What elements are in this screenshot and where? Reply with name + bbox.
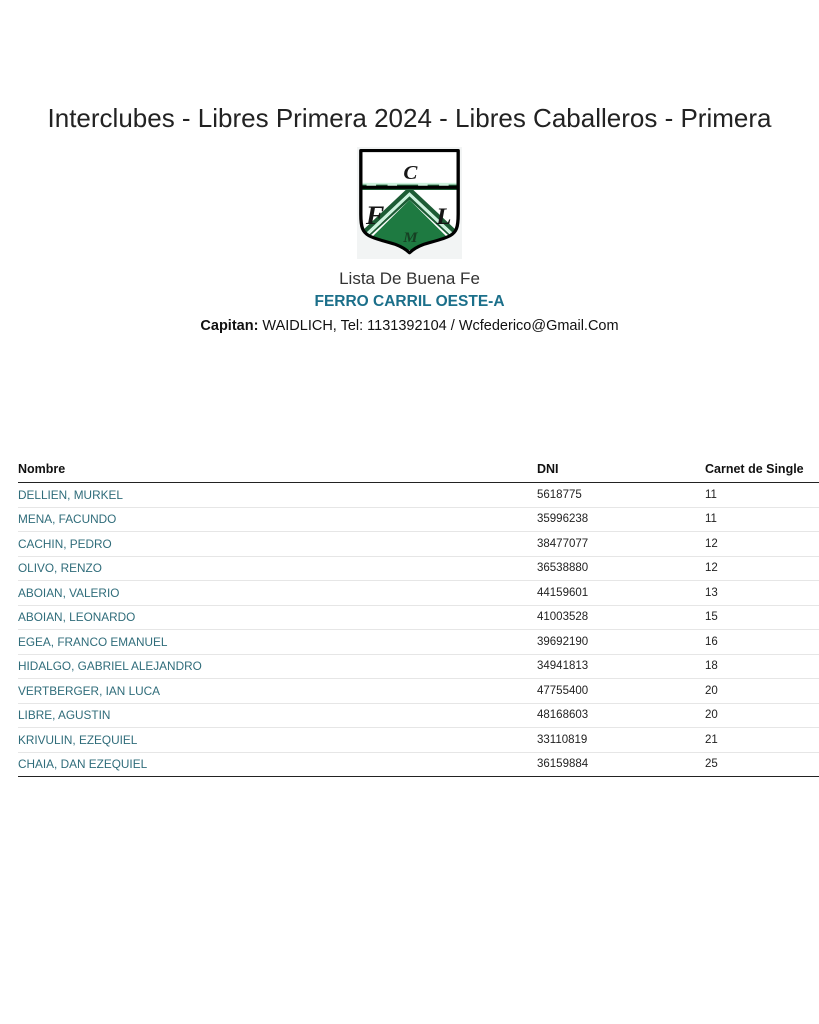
svg-text:C: C — [403, 163, 417, 184]
svg-text:L: L — [435, 205, 451, 230]
svg-text:F: F — [365, 201, 385, 230]
svg-text:M: M — [402, 229, 418, 245]
